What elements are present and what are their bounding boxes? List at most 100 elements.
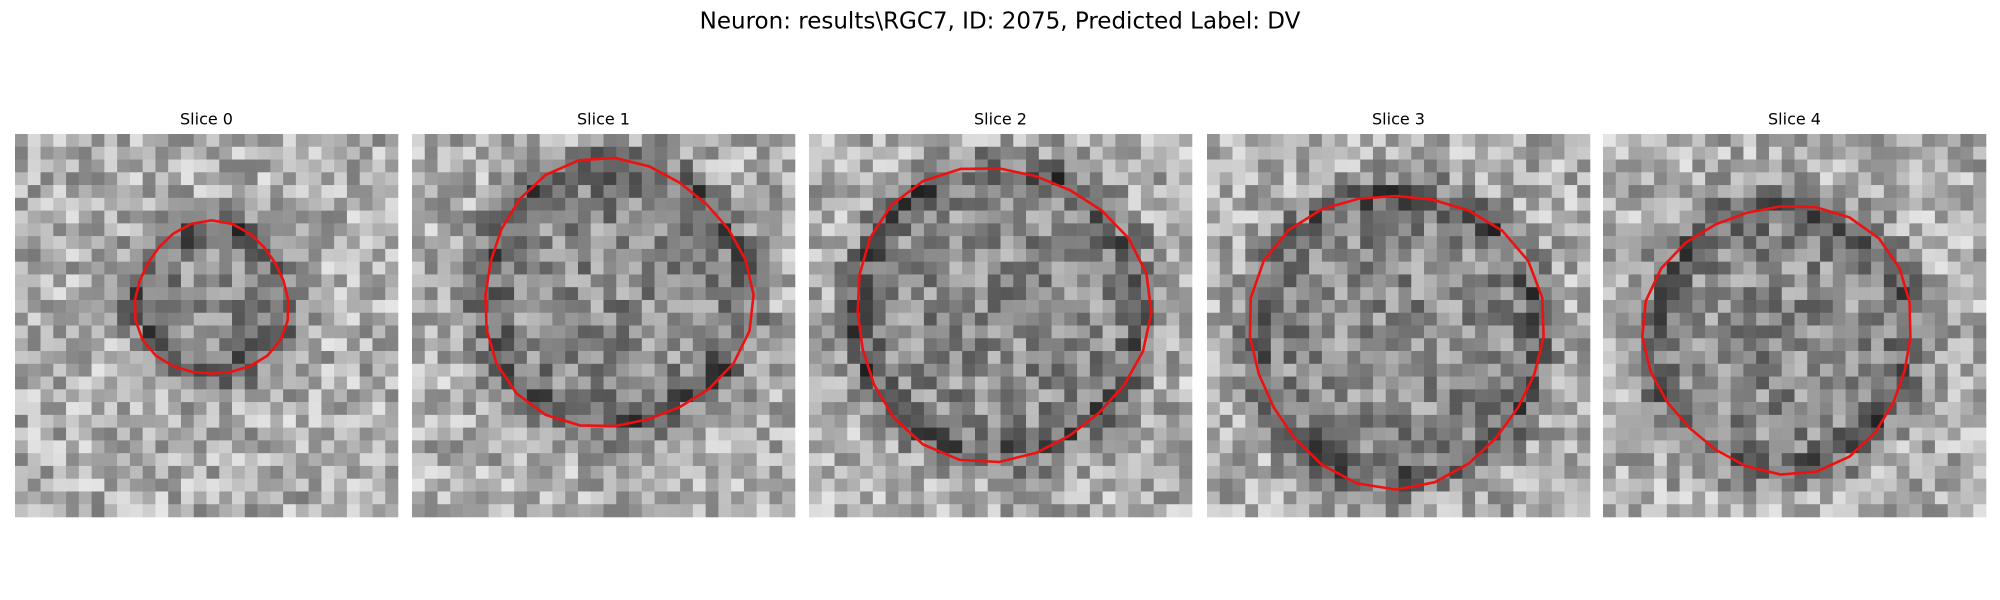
pixel bbox=[616, 338, 630, 352]
pixel bbox=[232, 274, 246, 288]
pixel bbox=[488, 491, 502, 505]
pixel bbox=[1475, 453, 1489, 467]
pixel bbox=[1038, 363, 1052, 377]
pixel bbox=[1398, 325, 1412, 339]
pixel bbox=[1551, 453, 1565, 467]
pixel bbox=[821, 376, 835, 390]
pixel bbox=[1424, 453, 1438, 467]
pixel bbox=[1140, 185, 1154, 199]
pixel bbox=[372, 223, 386, 237]
pixel bbox=[834, 453, 848, 467]
pixel bbox=[412, 159, 426, 173]
pixel bbox=[53, 134, 67, 148]
pixel bbox=[53, 236, 67, 250]
pixel bbox=[1385, 210, 1399, 224]
pixel bbox=[1360, 351, 1374, 365]
pixel bbox=[193, 197, 207, 211]
pixel bbox=[1283, 210, 1297, 224]
pixel bbox=[155, 172, 169, 186]
pixel bbox=[1128, 287, 1142, 301]
pixel bbox=[412, 363, 426, 377]
pixel bbox=[898, 261, 912, 275]
pixel bbox=[692, 134, 706, 148]
pixel bbox=[526, 338, 540, 352]
pixel bbox=[885, 376, 899, 390]
pixel bbox=[1424, 261, 1438, 275]
pixel bbox=[1153, 440, 1167, 454]
pixel bbox=[346, 197, 360, 211]
pixel bbox=[1526, 402, 1540, 416]
pixel bbox=[1411, 325, 1425, 339]
pixel bbox=[283, 261, 297, 275]
pixel bbox=[91, 287, 105, 301]
pixel bbox=[1179, 159, 1193, 173]
pixel bbox=[1077, 134, 1091, 148]
pixel bbox=[1283, 338, 1297, 352]
pixel bbox=[705, 440, 719, 454]
pixel bbox=[1372, 414, 1387, 428]
pixel bbox=[834, 338, 848, 352]
pixel bbox=[1283, 351, 1297, 365]
pixel bbox=[117, 287, 131, 301]
pixel bbox=[1781, 478, 1795, 492]
pixel bbox=[295, 478, 309, 492]
pixel bbox=[1577, 453, 1591, 467]
pixel bbox=[142, 402, 156, 416]
pixel bbox=[232, 146, 246, 160]
pixel bbox=[1909, 261, 1923, 275]
pixel bbox=[283, 338, 297, 352]
pixel bbox=[1654, 185, 1668, 199]
pixel bbox=[270, 453, 284, 467]
pixel bbox=[1781, 185, 1795, 199]
pixel bbox=[577, 223, 592, 237]
pixel bbox=[1756, 134, 1770, 148]
pixel bbox=[1666, 261, 1680, 275]
pixel bbox=[104, 389, 118, 403]
pixel bbox=[1666, 465, 1680, 479]
pixel bbox=[1717, 504, 1731, 518]
pixel bbox=[641, 363, 655, 377]
pixel bbox=[962, 402, 976, 416]
pixel bbox=[1321, 236, 1335, 250]
pixel bbox=[1321, 325, 1335, 339]
pixel bbox=[1845, 376, 1859, 390]
pixel bbox=[1166, 134, 1180, 148]
pixel bbox=[104, 185, 118, 199]
pixel bbox=[1615, 185, 1629, 199]
pixel bbox=[78, 210, 92, 224]
pixel bbox=[1615, 351, 1629, 365]
pixel bbox=[514, 274, 528, 288]
pixel bbox=[1858, 402, 1872, 416]
pixel bbox=[1102, 197, 1116, 211]
pixel bbox=[1896, 236, 1910, 250]
pixel bbox=[1845, 248, 1859, 262]
pixel bbox=[809, 402, 823, 416]
pixel bbox=[488, 427, 502, 441]
pixel bbox=[872, 159, 886, 173]
pixel bbox=[1768, 134, 1783, 148]
pixel bbox=[782, 440, 796, 454]
pixel bbox=[1128, 146, 1142, 160]
pixel bbox=[257, 134, 271, 148]
pixel bbox=[15, 287, 29, 301]
pixel bbox=[718, 299, 732, 314]
pixel bbox=[193, 172, 207, 186]
pixel bbox=[809, 325, 823, 339]
pixel bbox=[1232, 210, 1246, 224]
pixel bbox=[219, 389, 233, 403]
pixel bbox=[1283, 299, 1297, 314]
pixel bbox=[847, 338, 861, 352]
pixel bbox=[129, 351, 143, 365]
pixel bbox=[743, 134, 757, 148]
pixel bbox=[1679, 197, 1693, 211]
pixel bbox=[1794, 504, 1808, 518]
pixel bbox=[1232, 312, 1246, 326]
pixel bbox=[565, 325, 579, 339]
pixel bbox=[1794, 376, 1808, 390]
pixel bbox=[1628, 440, 1642, 454]
pixel bbox=[1654, 134, 1668, 148]
pixel bbox=[66, 376, 80, 390]
pixel bbox=[680, 299, 694, 314]
pixel bbox=[180, 504, 195, 518]
pixel bbox=[936, 159, 950, 173]
